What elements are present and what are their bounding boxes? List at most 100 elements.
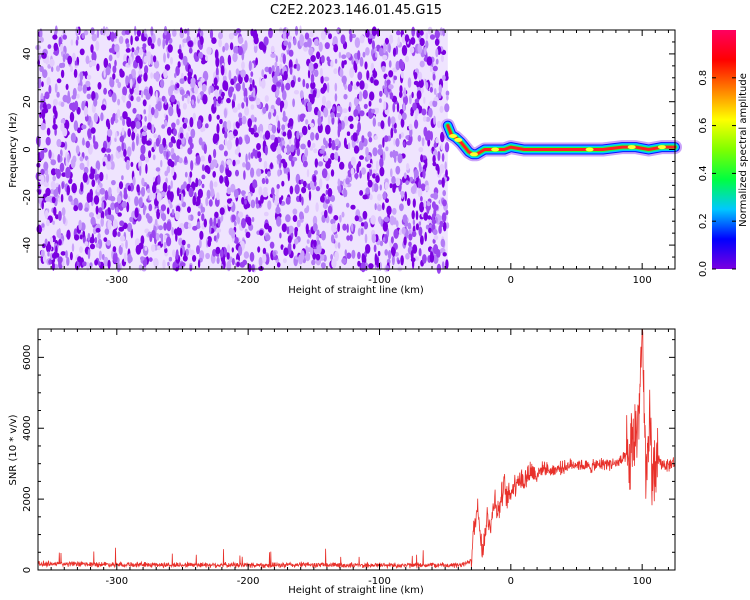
noise-speck (396, 102, 400, 113)
noise-speck (201, 174, 206, 180)
noise-speck (147, 122, 152, 130)
snr-line-group (37, 328, 676, 570)
noise-speck (355, 115, 359, 121)
noise-speck (76, 93, 80, 99)
noise-speck (235, 68, 240, 76)
noise-speck (422, 116, 427, 122)
noise-speck (388, 70, 394, 78)
noise-speck (238, 211, 244, 218)
noise-speck (186, 27, 190, 38)
noise-speck (219, 118, 223, 125)
noise-speck (238, 245, 243, 256)
noise-speck (115, 113, 118, 124)
noise-speck (89, 212, 94, 218)
noise-speck (249, 83, 253, 92)
noise-speck (198, 238, 202, 249)
noise-speck (392, 102, 396, 113)
noise-speck (308, 93, 312, 100)
noise-speck (335, 112, 341, 118)
noise-speck (53, 189, 59, 198)
noise-speck (45, 219, 50, 227)
noise-speck (238, 152, 241, 158)
noise-speck (78, 219, 82, 231)
noise-speck (336, 28, 340, 33)
noise-speck (157, 174, 161, 185)
noise-speck (72, 87, 77, 98)
noise-speck (347, 83, 353, 92)
noise-speck (197, 81, 203, 88)
noise-speck (406, 198, 411, 206)
noise-speck (185, 132, 189, 141)
noise-speck (83, 105, 88, 117)
noise-speck (409, 94, 412, 105)
noise-speck (153, 60, 160, 69)
noise-speck (110, 202, 116, 211)
noise-speck (203, 143, 207, 154)
noise-speck (349, 123, 354, 129)
noise-speck (74, 60, 78, 66)
noise-speck (216, 256, 220, 264)
noise-speck (444, 142, 450, 153)
noise-speck (175, 65, 180, 76)
noise-speck (381, 202, 385, 211)
noise-speck (189, 264, 193, 272)
noise-speck (176, 104, 179, 115)
noise-speck (408, 134, 413, 144)
noise-speck (311, 142, 316, 148)
noise-speck (282, 258, 287, 264)
noise-speck (334, 233, 338, 239)
noise-speck (87, 115, 92, 123)
noise-speck (77, 85, 83, 92)
noise-speck (201, 213, 205, 222)
noise-speck (407, 77, 412, 88)
noise-speck (293, 89, 300, 95)
noise-speck (68, 195, 73, 202)
noise-speck (172, 249, 176, 258)
noise-speck (107, 153, 111, 162)
noise-speck (250, 167, 255, 178)
noise-speck (416, 81, 420, 88)
noise-speck (179, 89, 185, 96)
noise-speck (140, 144, 146, 155)
noise-speck (248, 60, 252, 72)
noise-speck (82, 172, 88, 183)
noise-speck (297, 77, 301, 82)
noise-speck (376, 107, 379, 114)
noise-speck (65, 95, 71, 104)
noise-speck (373, 46, 377, 52)
noise-speck (437, 92, 442, 99)
noise-speck (272, 251, 277, 257)
noise-speck (293, 64, 298, 69)
noise-speck (388, 43, 391, 53)
noise-speck (390, 168, 393, 178)
noise-speck (215, 56, 220, 68)
noise-speck (413, 183, 417, 192)
noise-speck (53, 206, 57, 216)
noise-speck (125, 48, 131, 53)
noise-speck (358, 91, 363, 102)
noise-speck (382, 151, 386, 161)
noise-speck (214, 89, 219, 98)
noise-speck (209, 217, 213, 227)
noise-speck (101, 147, 106, 154)
noise-speck (341, 211, 345, 218)
noise-speck (65, 250, 68, 259)
noise-speck (166, 191, 170, 197)
noise-speck (195, 201, 200, 207)
noise-speck (196, 119, 202, 130)
noise-speck (259, 229, 264, 236)
noise-speck (271, 124, 277, 134)
noise-speck (390, 127, 394, 139)
noise-speck (423, 212, 429, 221)
noise-speck (163, 150, 168, 157)
noise-speck (79, 156, 84, 162)
noise-speck (197, 178, 202, 187)
noise-speck (334, 241, 338, 249)
noise-speck (79, 162, 85, 170)
noise-speck (115, 206, 120, 214)
noise-speck (145, 213, 150, 219)
noise-speck (137, 76, 142, 84)
noise-speck (397, 36, 401, 46)
noise-speck (424, 231, 428, 242)
noise-speck (111, 43, 116, 55)
